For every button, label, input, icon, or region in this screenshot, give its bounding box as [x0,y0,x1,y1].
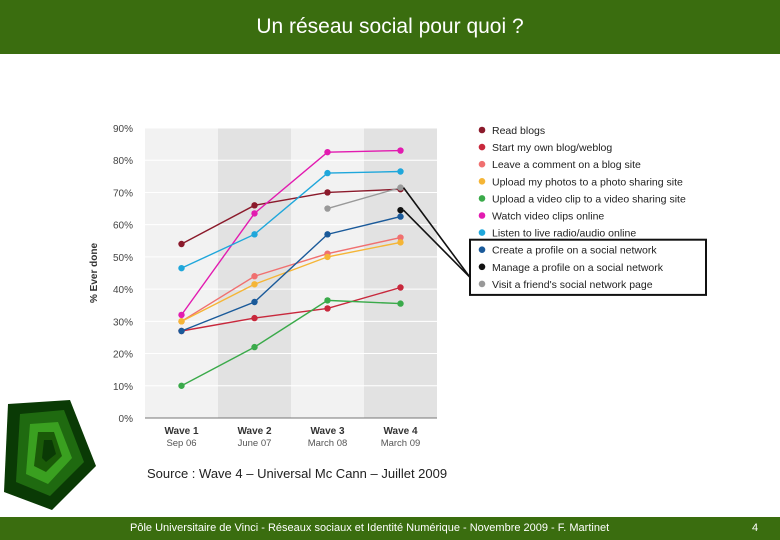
data-point [178,264,185,272]
series-line [180,149,401,316]
x-tick-label: Wave 4 [383,426,418,437]
y-tick-label: 70% [113,188,133,199]
line-chart: 0% 10% 20% 30% 40% 50% 60% 70% 80% 90% % Ever done… [89,124,707,449]
data-point [251,298,258,306]
legend-entry: Upload a video clip to a video sharing s… [492,193,686,205]
plot-column-band [291,128,364,418]
series-line [181,188,401,245]
data-point [178,318,185,325]
plot-column-band [364,128,437,418]
legend-entry: Listen to live radio/audio online [492,228,636,240]
data-point [397,300,404,307]
data-point [324,169,331,177]
y-tick-label: 50% [113,253,133,264]
data-point [397,239,404,246]
data-point [178,311,185,319]
legend-entry: Start my own blog/weblog [492,142,612,154]
footer-bar: Pôle Universitaire de Vinci - Réseaux so… [0,517,780,540]
data-point [251,210,258,217]
series-line [181,286,401,332]
plot-column-band [145,128,218,418]
header-bar: Un réseau social pour quoi ? [0,0,780,54]
data-point [251,281,258,288]
legend-marker [478,229,486,236]
y-tick-label: 80% [113,156,133,167]
page-number: 4 [752,522,759,534]
callout-connector [402,187,471,278]
legend-entry: Visit a friend's social network page [492,279,653,291]
x-tick-label: Wave 2 [237,426,272,437]
legend-marker [478,143,486,151]
series-line [181,241,401,322]
data-point [324,305,331,312]
data-point [324,253,331,261]
legend-marker [478,160,486,168]
series-line [181,236,401,322]
data-point [324,297,331,304]
series-line [181,170,401,269]
data-point [178,327,185,335]
slide-title: Un réseau social pour quoi ? [256,15,524,38]
y-tick-label: 60% [113,221,133,232]
x-tick-date: March 09 [381,438,421,449]
legend-marker [478,212,486,219]
legend-marker [478,126,486,134]
y-axis-label: % Ever done [89,243,100,303]
series-line [181,299,401,387]
y-tick-label: 0% [119,414,134,425]
data-point [397,184,404,191]
data-point [324,148,331,156]
data-point [251,314,258,322]
legend-marker [478,246,486,253]
x-tick-date: June 07 [238,438,272,449]
data-point [251,231,258,238]
legend-entry: Upload my photos to a photo sharing site [492,176,683,188]
source-caption: Source : Wave 4 – Universal Mc Cann – Ju… [147,466,448,481]
legend-marker [478,195,486,202]
data-point [397,168,404,175]
data-point [178,382,185,389]
legend-entry: Watch video clips online [492,211,604,223]
data-point [397,206,404,214]
data-point [397,234,404,241]
legend-entry: Manage a profile on a social network [492,262,664,274]
x-tick-date: March 08 [308,438,348,449]
data-point [324,231,331,238]
y-tick-label: 10% [113,382,133,393]
series-line [181,215,401,332]
y-tick-label: 30% [113,317,133,328]
x-tick-date: Sep 06 [166,438,196,449]
data-point [251,343,258,351]
data-point [324,189,331,196]
legend-marker [478,263,486,271]
x-tick-label: Wave 1 [164,426,199,437]
y-tick-label: 20% [113,350,133,361]
data-point [178,240,185,248]
logo-icon [4,400,96,510]
legend-marker [478,280,486,288]
data-point [397,284,404,291]
y-tick-label: 90% [113,124,133,135]
data-point [397,147,404,154]
callout-connector [402,209,471,278]
series-line [327,186,401,210]
data-point [251,202,258,209]
plot-column-band [218,128,291,418]
legend-entry: Read blogs [492,125,545,137]
data-point [251,273,258,280]
legend-marker [478,178,486,185]
data-point [324,205,331,212]
footer-text: Pôle Universitaire de Vinci - Réseaux so… [130,522,610,534]
legend-entry: Leave a comment on a blog site [492,159,641,171]
legend-callout-box [469,238,707,296]
x-tick-label: Wave 3 [310,426,345,437]
legend-entry: Create a profile on a social network [492,245,657,257]
y-tick-label: 40% [113,285,133,296]
data-point [397,213,404,220]
